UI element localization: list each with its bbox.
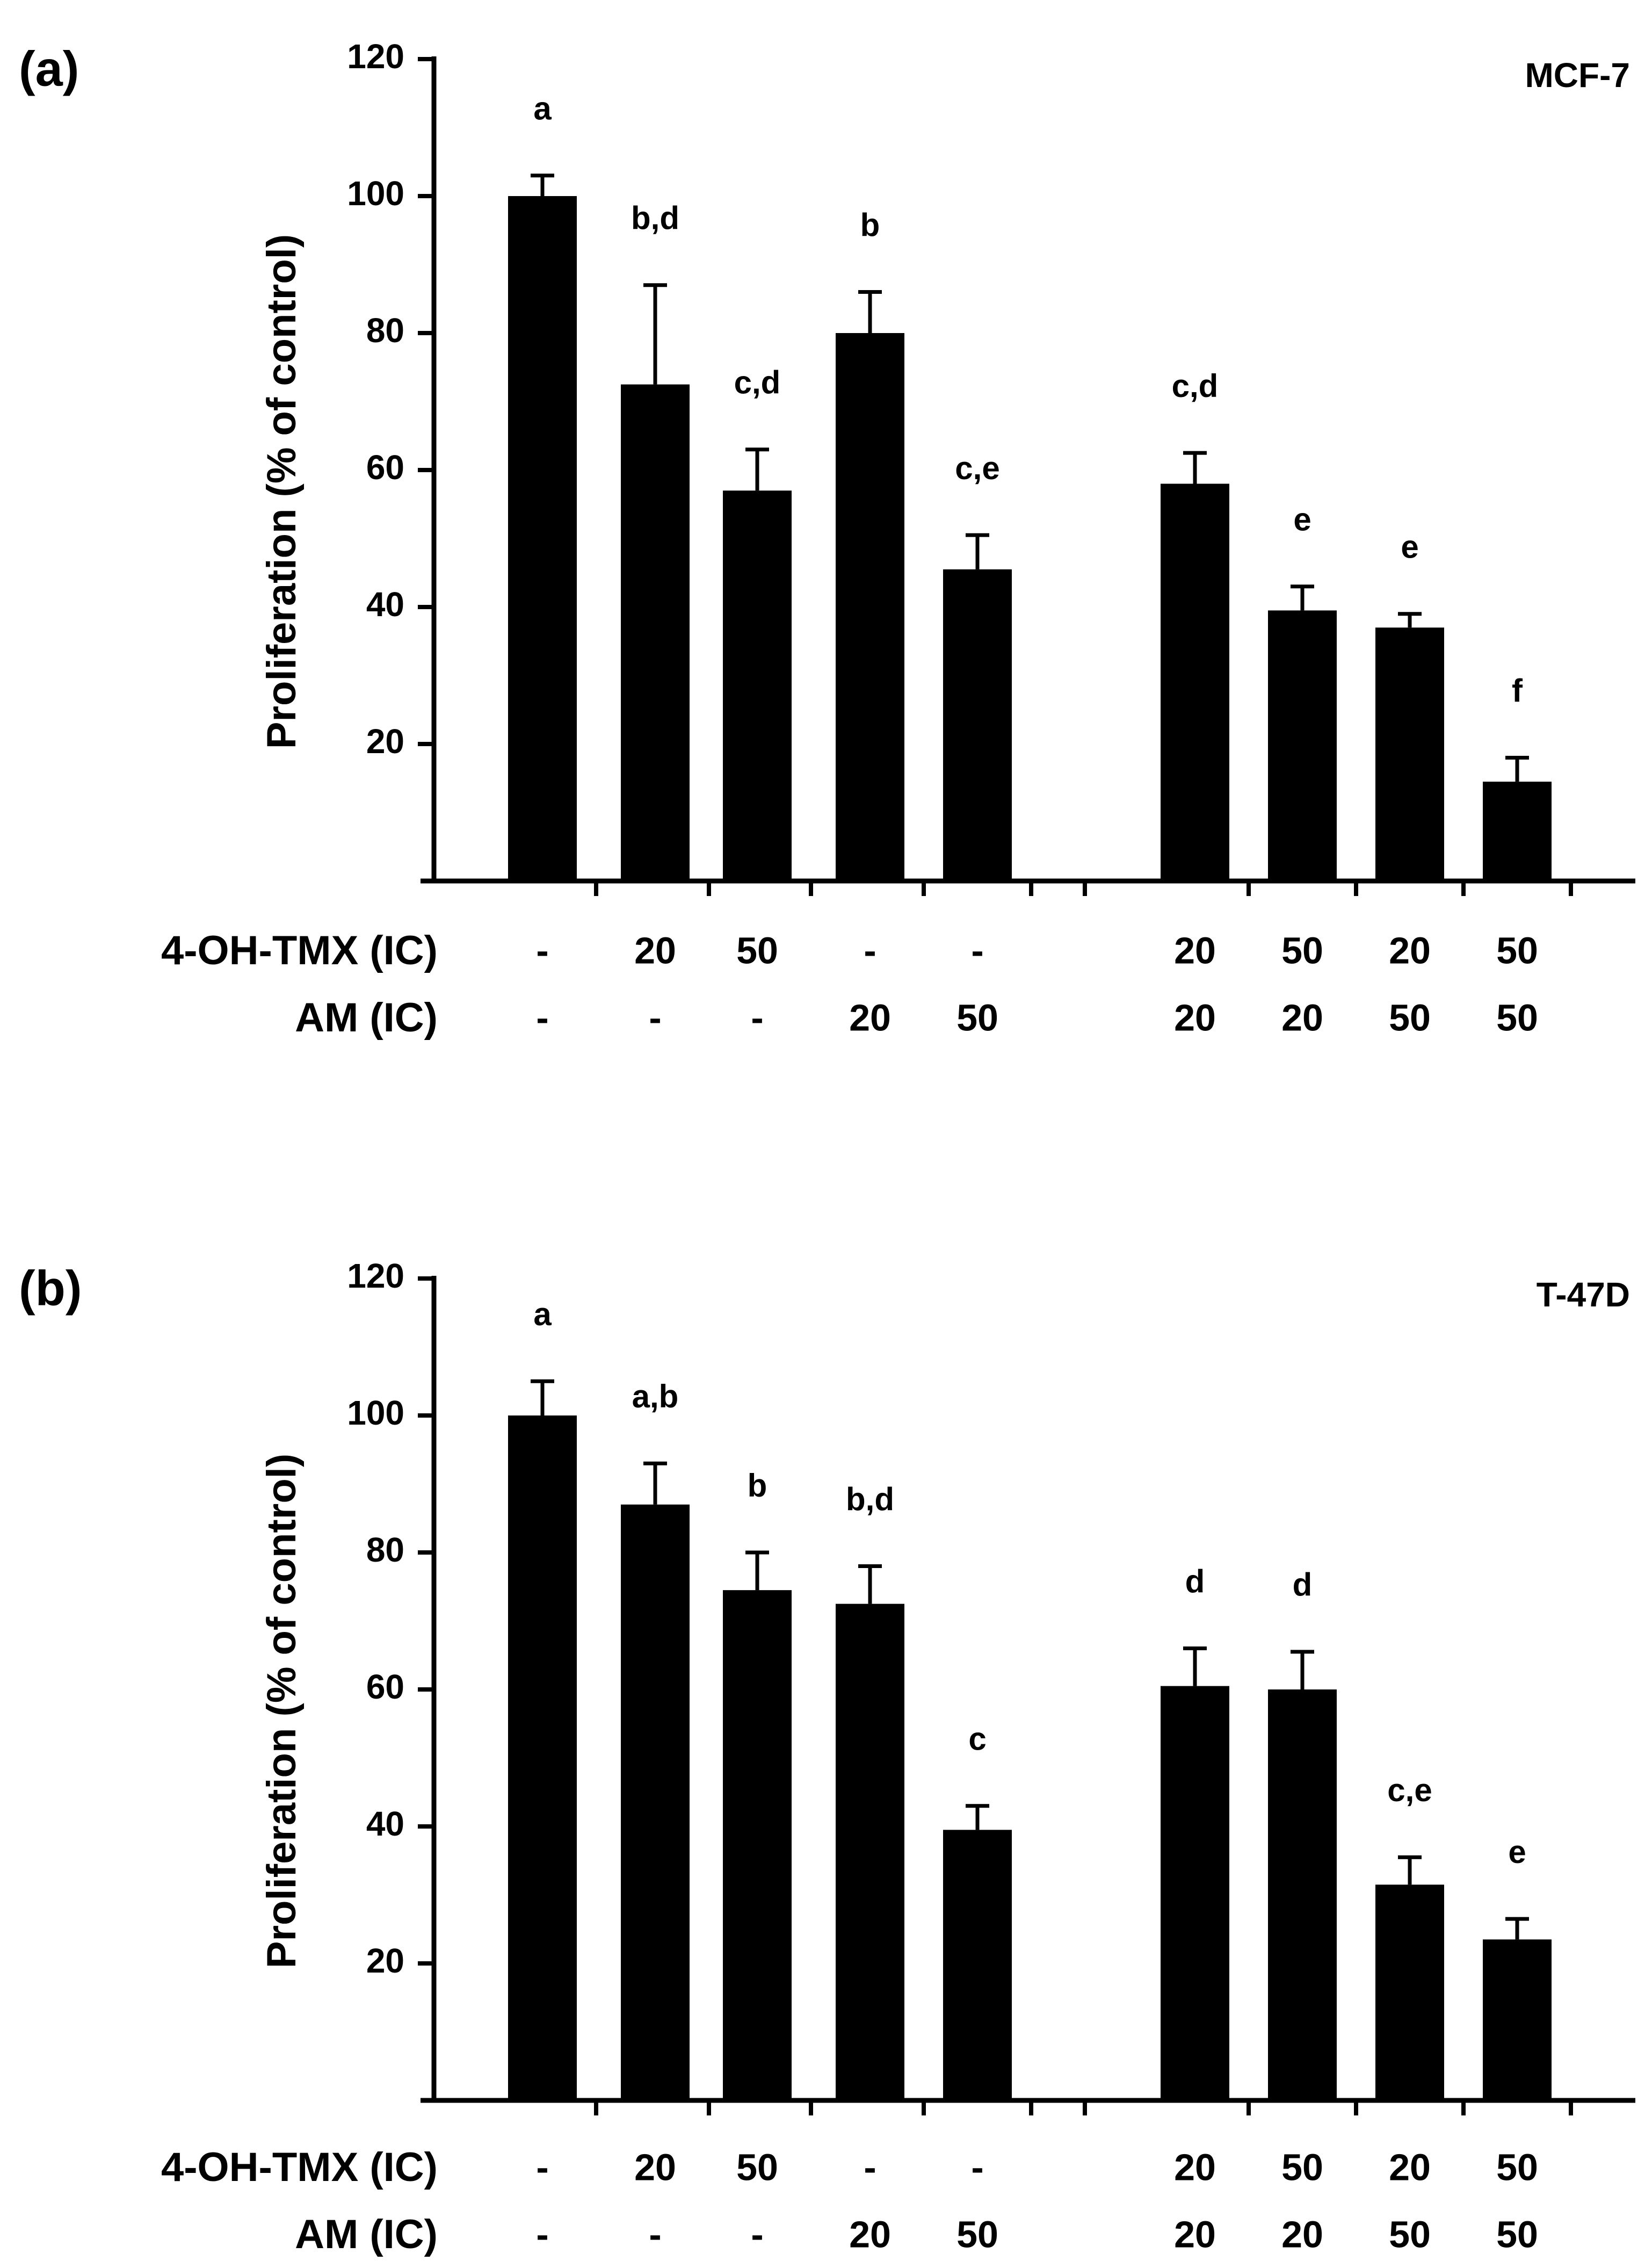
significance-label: f xyxy=(1512,673,1523,709)
bar xyxy=(1483,1939,1552,2100)
cell-line-title: MCF-7 xyxy=(1525,56,1630,95)
y-tick-label: 60 xyxy=(366,1667,404,1706)
treatment-row-value: 20 xyxy=(1174,2146,1216,2188)
significance-label: c,e xyxy=(955,450,999,486)
panel-label: (b) xyxy=(19,1261,82,1316)
significance-label: b,d xyxy=(846,1481,894,1517)
significance-label: e xyxy=(1401,529,1418,565)
y-tick-label: 20 xyxy=(366,1941,404,1980)
treatment-row-value: 50 xyxy=(1389,2213,1431,2255)
y-tick-label: 40 xyxy=(366,1804,404,1843)
significance-label: b,d xyxy=(631,200,679,236)
bar xyxy=(836,1604,904,2100)
bar xyxy=(943,569,1012,881)
significance-label: e xyxy=(1293,502,1311,538)
bar xyxy=(621,384,690,881)
treatment-row-value: 50 xyxy=(1496,2146,1538,2188)
y-tick-label: 100 xyxy=(347,1393,404,1432)
significance-label: a,b xyxy=(632,1378,679,1414)
treatment-row-value: - xyxy=(536,2146,548,2188)
treatment-row-value: 20 xyxy=(1174,929,1216,971)
treatment-row-value: 50 xyxy=(1496,996,1538,1038)
treatment-row-value: 50 xyxy=(1389,996,1431,1038)
treatment-row-value: - xyxy=(751,996,763,1038)
treatment-row-value: - xyxy=(536,996,548,1038)
treatment-row-value: - xyxy=(751,2213,763,2255)
treatment-row-value: 50 xyxy=(1281,929,1323,971)
bar xyxy=(1375,1884,1444,2100)
significance-label: d xyxy=(1293,1567,1313,1603)
y-tick-label: 20 xyxy=(366,722,404,761)
bar xyxy=(1268,610,1337,881)
treatment-row-value: - xyxy=(971,2146,983,2188)
y-tick-label: 80 xyxy=(366,311,404,350)
bar xyxy=(508,1415,577,2100)
treatment-row-value: 20 xyxy=(1389,929,1431,971)
bar xyxy=(1375,627,1444,881)
treatment-row-value: 50 xyxy=(956,996,998,1038)
treatment-row-value: 20 xyxy=(849,2213,891,2255)
significance-label: d xyxy=(1185,1563,1205,1599)
significance-label: b xyxy=(748,1468,767,1504)
chart-panel-a: (a) MCF-7 Proliferation (% of control) 20 40… xyxy=(19,37,1635,1041)
significance-label: e xyxy=(1508,1834,1526,1870)
treatment-row-value: 20 xyxy=(634,929,676,971)
treatment-row-value: 20 xyxy=(849,996,891,1038)
treatment-row-value: 50 xyxy=(736,2146,778,2188)
treatment-row-label: 4-OH-TMX (IC) xyxy=(161,2144,438,2190)
treatment-row-value: 20 xyxy=(1174,2213,1216,2255)
bar xyxy=(1268,1689,1337,2100)
treatment-row-value: 50 xyxy=(1496,2213,1538,2255)
y-tick-label: 120 xyxy=(347,37,404,76)
treatment-row-value: - xyxy=(864,929,876,971)
treatment-row-value: 20 xyxy=(1389,2146,1431,2188)
treatment-row-value: - xyxy=(649,996,661,1038)
significance-label: a xyxy=(533,1296,552,1332)
cell-line-title: T-47D xyxy=(1537,1275,1630,1314)
significance-label: b xyxy=(860,207,880,243)
bar xyxy=(723,1590,792,2100)
treatment-row-value: 20 xyxy=(634,2146,676,2188)
significance-label: c,e xyxy=(1387,1772,1432,1808)
treatment-row-label: AM (IC) xyxy=(295,2212,438,2257)
y-tick-label: 80 xyxy=(366,1530,404,1569)
bar xyxy=(508,196,577,881)
chart-panel-b: (b) T-47D Proliferation (% of control) 20 40… xyxy=(19,1256,1635,2257)
treatment-row-value: - xyxy=(864,2146,876,2188)
bar xyxy=(943,1830,1012,2100)
bar xyxy=(1483,782,1552,881)
treatment-row-value: 50 xyxy=(736,929,778,971)
treatment-row-label: 4-OH-TMX (IC) xyxy=(161,928,438,973)
treatment-row-value: - xyxy=(971,929,983,971)
y-tick-label: 40 xyxy=(366,585,404,624)
y-axis-label: Proliferation (% of control) xyxy=(259,234,305,749)
y-axis-label: Proliferation (% of control) xyxy=(259,1454,305,1968)
y-tick-label: 120 xyxy=(347,1256,404,1295)
treatment-row-value: - xyxy=(536,929,548,971)
bar xyxy=(836,333,904,881)
y-tick-label: 100 xyxy=(347,174,404,213)
significance-label: c xyxy=(968,1721,986,1757)
treatment-row-value: - xyxy=(649,2213,661,2255)
treatment-row-value: 20 xyxy=(1281,996,1323,1038)
bar xyxy=(723,490,792,881)
significance-label: a xyxy=(533,91,552,127)
treatment-row-value: 20 xyxy=(1174,996,1216,1038)
panel-label: (a) xyxy=(19,41,79,96)
treatment-row-value: 50 xyxy=(1281,2146,1323,2188)
treatment-row-value: - xyxy=(536,2213,548,2255)
treatment-row-label: AM (IC) xyxy=(295,995,438,1041)
bar xyxy=(621,1504,690,2100)
bar xyxy=(1161,1686,1229,2100)
treatment-row-value: 50 xyxy=(1496,929,1538,971)
bar xyxy=(1161,483,1229,881)
significance-label: c,d xyxy=(734,365,781,401)
y-tick-label: 60 xyxy=(366,448,404,487)
significance-label: c,d xyxy=(1172,368,1219,404)
treatment-row-value: 20 xyxy=(1281,2213,1323,2255)
treatment-row-value: 50 xyxy=(956,2213,998,2255)
